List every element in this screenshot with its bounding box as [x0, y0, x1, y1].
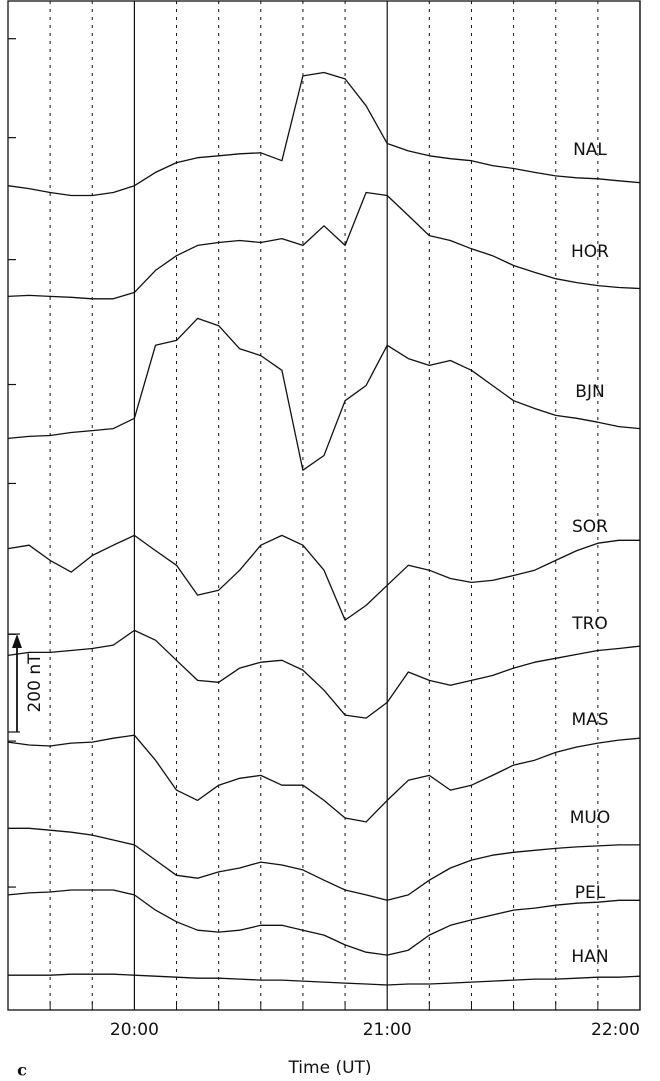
plot-frame	[7, 0, 641, 1011]
series-label: MAS	[571, 710, 608, 730]
x-axis-title: Time (UT)	[287, 1058, 371, 1078]
series-line	[7, 629, 641, 719]
series-line	[7, 734, 641, 823]
series-label: BJN	[575, 382, 604, 402]
series-label: MUO	[570, 808, 611, 828]
series-line	[7, 534, 640, 621]
series-label: TRO	[571, 614, 608, 634]
scale-bar-arrow	[12, 634, 22, 649]
series-label: HAN	[571, 947, 608, 967]
series-line	[7, 71, 641, 197]
x-tick-label: 21:00	[363, 1020, 412, 1040]
series-line	[7, 889, 640, 956]
panel-label: c	[17, 1061, 27, 1080]
series-label: NAL	[573, 140, 607, 160]
series-label: HOR	[571, 242, 609, 262]
series-label: PEL	[575, 883, 606, 903]
series-line	[8, 973, 641, 986]
series-label: SOR	[572, 517, 608, 537]
series-line	[7, 317, 641, 471]
x-tick-label: 20:00	[110, 1020, 159, 1040]
series-line	[7, 191, 641, 300]
series-line	[8, 827, 640, 901]
scale-bar-label: 200 nT	[25, 653, 45, 713]
x-tick-label: 22:00	[591, 1020, 640, 1040]
